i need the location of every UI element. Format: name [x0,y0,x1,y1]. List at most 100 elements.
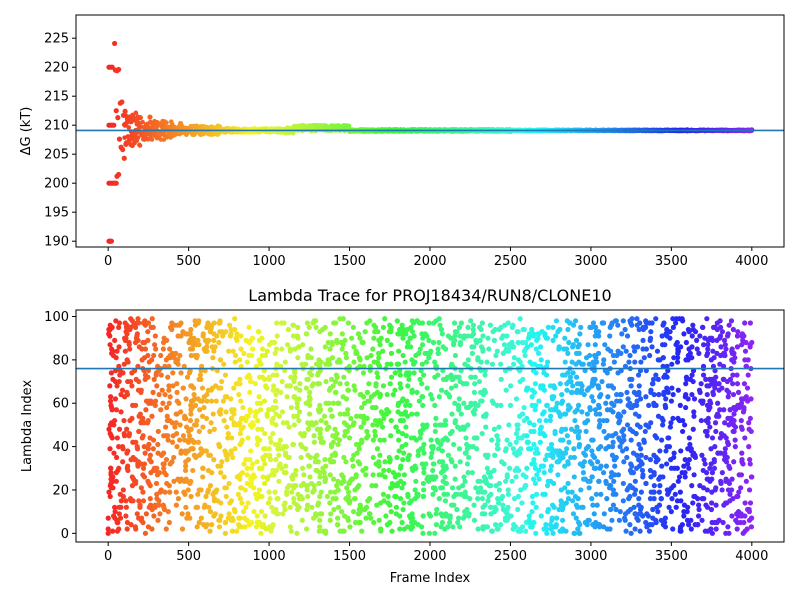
lambda-point [741,407,747,413]
lambda-point [163,457,170,463]
lambda-point [210,411,216,417]
lambda-point [155,428,161,435]
lambda-point [165,374,171,380]
lambda-point [627,376,633,382]
lambda-point [468,374,474,380]
lambda-point [743,478,749,484]
lambda-point [498,376,504,382]
lambda-point [315,381,321,387]
lambda-point [429,450,435,456]
lambda-point [452,476,458,482]
lambda-point [483,478,489,484]
lambda-point [321,413,328,419]
lambda-point [641,439,647,445]
lambda-point [702,461,708,467]
lambda-point [359,528,365,534]
lambda-point [495,437,501,443]
lambda-point [650,381,656,387]
lambda-point [217,357,224,363]
lambda-point [367,511,373,517]
lambda-point [741,381,748,387]
lambda-point [666,444,673,450]
lambda-point [107,322,113,328]
lambda-point [577,461,583,467]
lambda-point [712,324,718,330]
lambda-point [156,391,162,398]
lambda-point [709,519,715,526]
lambda-point [183,504,189,510]
lambda-point [344,411,351,417]
lambda-point [445,333,451,339]
lambda-point [283,470,289,476]
lambda-point [440,459,446,465]
y-tick-label: 225 [44,32,69,47]
lambda-point [721,350,727,356]
lambda-point [140,489,146,495]
lambda-point [395,402,401,408]
lambda-point [147,435,153,441]
lambda-point [161,450,167,456]
lambda-point [602,342,608,348]
lambda-point [139,435,145,441]
lambda-point [715,400,721,406]
lambda-point [585,342,591,348]
lambda-point [575,344,581,350]
lambda-point [479,496,486,502]
lambda-point [134,444,140,450]
lambda-point [533,370,539,376]
lambda-point [270,430,276,437]
lambda-point [508,383,514,389]
lambda-point [623,348,629,354]
lambda-point [238,333,244,339]
lambda-point [351,383,357,389]
lambda-point [610,502,617,508]
lambda-point [329,376,335,382]
lambda-point [504,437,510,443]
lambda-point [597,465,603,471]
lambda-point [401,500,407,506]
lambda-point [528,428,534,435]
lambda-point [504,472,510,478]
lambda-point [701,496,707,502]
lambda-point [699,400,706,406]
lambda-point [363,472,369,478]
lambda-point [298,454,304,461]
lambda-point [382,459,388,465]
lambda-point [170,433,176,439]
lambda-point [686,465,692,471]
lambda-point [311,439,317,445]
lambda-point [224,424,230,430]
lambda-point [709,500,715,506]
lambda-point [698,417,704,424]
lambda-point [380,324,386,330]
lambda-point [672,491,678,497]
lambda-point [304,506,310,513]
lambda-point [424,385,430,391]
lambda-point [283,463,289,469]
dg-point [161,137,167,142]
y-tick-label: 210 [44,119,69,134]
lambda-point [259,493,265,500]
lambda-point [146,359,152,365]
lambda-point [513,396,520,402]
lambda-point [426,530,432,536]
lambda-point [613,491,619,497]
lambda-point [746,517,753,523]
lambda-point [173,489,179,495]
lambda-point [618,350,624,356]
y-tick-label: 200 [44,177,69,192]
lambda-point [471,517,478,523]
lambda-point [317,517,323,523]
lambda-point [720,376,726,382]
lambda-point [624,454,630,461]
dg-point [149,137,155,142]
lambda-point [691,396,698,402]
lambda-point [116,426,123,432]
lambda-point [694,337,700,343]
lambda-point [145,329,151,335]
lambda-point [351,359,357,365]
lambda-point [143,407,149,413]
lambda-point [593,491,599,497]
dg-point [145,137,151,142]
lambda-point [611,359,617,365]
